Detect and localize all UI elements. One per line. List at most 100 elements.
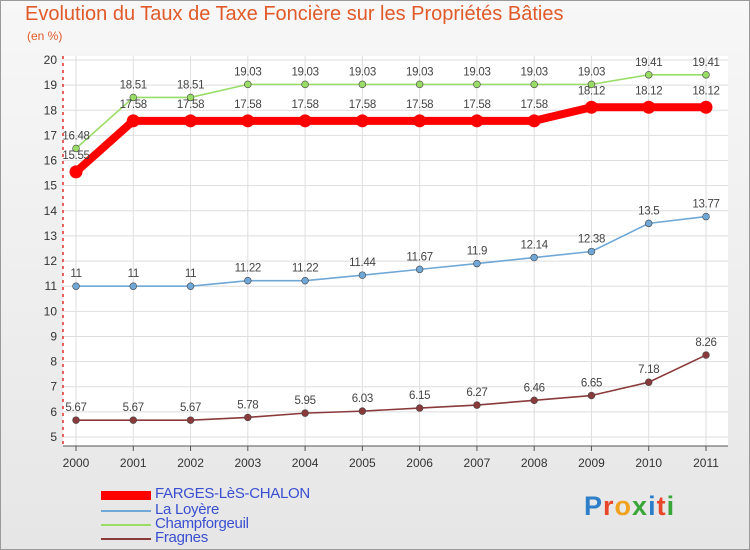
data-label: 11 [185,268,196,280]
data-label: 5.67 [180,402,201,414]
data-point [186,282,195,290]
data-label: 11.67 [406,251,432,263]
series-line [75,215,707,288]
data-point [184,114,198,128]
y-tick-label: 16 [44,154,58,168]
data-label: 11.22 [235,263,261,275]
data-label: 19.03 [463,66,490,78]
y-tick-label: 7 [50,380,57,394]
y-tick-label: 9 [50,329,57,343]
y-tick-label: 14 [44,204,58,218]
data-label: 16.48 [62,130,89,142]
data-label: 18.51 [177,79,204,91]
data-point [699,100,713,114]
data-label: 5.95 [294,395,315,407]
y-tick-label: 15 [44,179,58,193]
x-tick-label: 2005 [349,456,376,470]
x-tick-label: 2003 [234,456,261,470]
data-point [72,416,80,424]
y-tick-label: 18 [44,103,58,117]
series-line [72,103,710,176]
data-label: 18.51 [120,79,147,91]
y-tick-label: 6 [50,405,57,419]
data-point [129,416,137,424]
data-point [301,80,309,89]
data-label: 19.03 [521,66,548,78]
data-label: 17.58 [291,99,318,111]
data-point [702,71,710,79]
data-point [241,114,255,128]
y-tick-label: 19 [44,78,58,92]
data-label: 6.27 [466,387,487,399]
legend-swatch [101,491,151,500]
data-label: 5.78 [237,399,258,411]
data-point [587,80,596,89]
data-label: 17.58 [120,99,147,111]
data-label: 17.58 [463,99,490,111]
series-line [75,354,707,421]
y-tick-label: 12 [44,254,58,268]
data-point [530,396,538,405]
unit-label: (en %) [27,29,63,43]
chart-title: Evolution du Taux de Taxe Foncière sur l… [25,3,564,25]
data-point [587,391,596,400]
y-tick-label: 8 [50,355,57,369]
data-point [702,212,710,221]
legend-swatch [101,524,151,526]
data-point [473,80,481,89]
legend-label: La Loyère [155,501,220,518]
data-label: 19.03 [291,66,318,78]
data-label: 17.58 [521,99,548,111]
y-tick-label: 20 [44,53,58,67]
data-label: 12.14 [521,240,549,252]
data-point [415,80,424,89]
x-tick-label: 2007 [464,456,491,470]
x-tick-label: 2001 [120,456,147,470]
data-point [415,404,424,412]
data-label: 13.5 [638,205,659,217]
data-label: 12.38 [578,234,605,246]
x-tick-label: 2010 [635,456,662,470]
data-point [129,282,137,290]
x-tick-label: 2000 [63,456,90,470]
data-label: 11 [70,268,81,280]
legend-label: FARGES-LèS-CHALON [155,485,310,502]
data-point [473,259,481,268]
series-line [75,74,707,150]
data-point [470,114,484,128]
data-label: 18.12 [578,85,605,97]
legend-swatch [101,510,151,512]
data-label: 6.46 [524,382,545,394]
x-tick-label: 2004 [292,456,319,470]
data-point [126,114,140,128]
data-point [530,253,538,262]
data-label: 6.15 [409,390,430,402]
data-point [530,80,538,89]
data-point [72,144,80,153]
data-label: 17.58 [234,99,261,111]
y-tick-label: 13 [44,229,58,243]
data-label: 19.03 [234,66,261,78]
x-tick-label: 2006 [406,456,433,470]
data-label: 19.03 [406,66,433,78]
data-point [358,271,367,279]
data-label: 17.58 [349,99,376,111]
data-point [244,80,252,89]
legend-label: Fragnes [155,529,208,546]
data-label: 15.55 [62,150,89,162]
data-point [645,219,653,228]
y-tick-label: 11 [45,279,58,293]
data-point [642,100,656,114]
data-label: 6.03 [352,393,373,405]
data-point [584,100,598,114]
data-point [355,114,369,128]
data-label: 19.41 [692,57,719,69]
data-label: 19.03 [578,66,605,78]
data-label: 11.44 [349,257,376,269]
data-point [473,401,481,409]
y-tick-label: 10 [44,304,58,318]
x-tick-label: 2002 [177,456,204,470]
data-label: 11.22 [292,263,318,275]
data-label: 6.65 [581,378,602,390]
